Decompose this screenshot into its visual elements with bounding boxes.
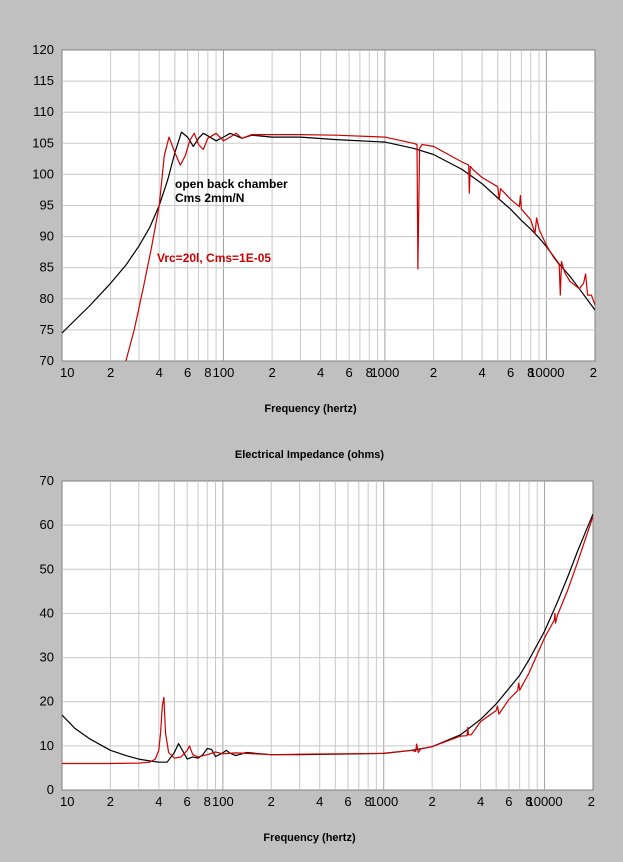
x-tick-label: 6	[345, 365, 352, 380]
series-line-black	[62, 513, 593, 763]
y-tick-label: 95	[40, 198, 54, 213]
y-tick-label: 120	[32, 42, 54, 57]
annotation-text: open back chamber	[175, 177, 288, 191]
x-tick-label: 1000	[370, 365, 399, 380]
y-tick-label: 80	[40, 291, 54, 306]
x-tick-label: 2	[107, 365, 114, 380]
y-tick-label: 70	[40, 353, 54, 368]
x-tick-label: 2	[107, 794, 114, 809]
x-tick-label: 8	[525, 794, 532, 809]
chart-title: Electrical Impedance (ohms)	[235, 449, 384, 461]
y-tick-label: 75	[40, 322, 54, 337]
x-tick-label: 8	[204, 365, 211, 380]
x-tick-label: 6	[507, 365, 514, 380]
y-tick-label: 100	[32, 166, 54, 181]
y-tick-label: 110	[33, 104, 54, 119]
y-tick-label: 115	[33, 73, 54, 88]
x-tick-label: 4	[317, 365, 324, 380]
x-tick-label: 2	[590, 365, 597, 380]
x-tick-label: 10000	[528, 365, 564, 380]
series-line-red	[62, 516, 593, 765]
y-tick-label: 10	[40, 738, 54, 753]
x-tick-label: 10	[60, 794, 74, 809]
x-axis-label: Frequency (hertz)	[263, 832, 356, 844]
x-tick-label: 4	[477, 794, 484, 809]
x-tick-label: 2	[588, 794, 595, 809]
x-tick-label: 10000	[526, 794, 562, 809]
y-tick-label: 0	[47, 782, 54, 797]
x-tick-label: 4	[156, 365, 163, 380]
x-tick-label: 100	[212, 794, 234, 809]
x-tick-label: 8	[527, 365, 534, 380]
x-tick-label: 6	[505, 794, 512, 809]
x-tick-label: 4	[316, 794, 323, 809]
y-tick-label: 40	[40, 605, 54, 620]
x-tick-label: 8	[365, 794, 372, 809]
series-line-red	[125, 132, 595, 361]
x-tick-label: 1000	[369, 794, 398, 809]
x-tick-label: 6	[184, 365, 191, 380]
annotation-text: Cms 2mm/N	[175, 191, 244, 205]
x-tick-label: 10	[60, 365, 74, 380]
y-tick-label: 20	[40, 694, 54, 709]
x-tick-label: 6	[184, 794, 191, 809]
x-tick-label: 4	[155, 794, 162, 809]
y-tick-label: 60	[40, 517, 54, 532]
y-tick-label: 50	[40, 561, 54, 576]
x-tick-label: 100	[213, 365, 235, 380]
y-tick-label: 30	[40, 650, 54, 665]
y-tick-label: 85	[40, 260, 54, 275]
x-tick-label: 8	[366, 365, 373, 380]
plot-area	[61, 480, 594, 791]
annotation-text: Vrc=20l, Cms=1E-05	[157, 251, 271, 265]
x-tick-label: 2	[429, 794, 436, 809]
x-tick-label: 8	[204, 794, 211, 809]
x-tick-label: 4	[479, 365, 486, 380]
y-tick-label: 90	[40, 229, 54, 244]
y-tick-label: 105	[32, 135, 54, 150]
x-tick-label: 2	[268, 794, 275, 809]
x-axis-label: Frequency (hertz)	[264, 403, 357, 415]
x-tick-label: 2	[430, 365, 437, 380]
x-tick-label: 6	[344, 794, 351, 809]
x-tick-label: 2	[268, 365, 275, 380]
y-tick-label: 70	[40, 473, 54, 488]
